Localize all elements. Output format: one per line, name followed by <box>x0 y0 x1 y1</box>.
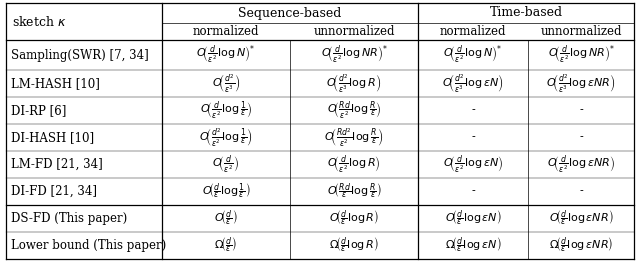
Text: -: - <box>471 106 475 116</box>
Text: $O\!\left(\frac{d}{\varepsilon}\log\varepsilon NR\right)$: $O\!\left(\frac{d}{\varepsilon}\log\vare… <box>548 209 613 228</box>
Text: $O\!\left(\frac{d}{\varepsilon}\right)$: $O\!\left(\frac{d}{\varepsilon}\right)$ <box>214 209 238 228</box>
Text: DI-RP [6]: DI-RP [6] <box>11 104 67 117</box>
Text: Sequence-based: Sequence-based <box>238 6 342 19</box>
Text: Sampling(SWR) [7, 34]: Sampling(SWR) [7, 34] <box>11 48 148 61</box>
Text: $O\!\left(\frac{d^2}{\varepsilon^3}\log\varepsilon N\right)$: $O\!\left(\frac{d^2}{\varepsilon^3}\log\… <box>442 73 504 94</box>
Text: $O\!\left(\frac{d}{\varepsilon^2}\log\varepsilon NR\right)$: $O\!\left(\frac{d}{\varepsilon^2}\log\va… <box>547 153 615 176</box>
Text: $O\!\left(\frac{d}{\varepsilon^2}\log\frac{1}{\varepsilon}\right)$: $O\!\left(\frac{d}{\varepsilon^2}\log\fr… <box>200 99 252 122</box>
Text: unnormalized: unnormalized <box>540 25 621 38</box>
Text: LM-FD [21, 34]: LM-FD [21, 34] <box>11 158 103 171</box>
Text: DI-HASH [10]: DI-HASH [10] <box>11 131 94 144</box>
Text: $O\!\left(\frac{d}{\varepsilon^2}\log\varepsilon N\right)$: $O\!\left(\frac{d}{\varepsilon^2}\log\va… <box>443 153 503 176</box>
Text: Lower bound (This paper): Lower bound (This paper) <box>11 239 166 252</box>
Text: $O\!\left(\frac{Rd}{\varepsilon^2}\log\frac{R}{\varepsilon}\right)$: $O\!\left(\frac{Rd}{\varepsilon^2}\log\f… <box>326 99 381 122</box>
Text: $\Omega\!\left(\frac{d}{\varepsilon}\log\varepsilon NR\right)$: $\Omega\!\left(\frac{d}{\varepsilon}\log… <box>549 236 613 255</box>
Text: $O\!\left(\frac{d}{\varepsilon}\log\frac{1}{\varepsilon}\right)$: $O\!\left(\frac{d}{\varepsilon}\log\frac… <box>202 182 250 201</box>
Text: -: - <box>579 132 583 142</box>
Text: LM-HASH [10]: LM-HASH [10] <box>11 77 100 90</box>
Text: $O\!\left(\frac{d^2}{\varepsilon^3}\log\varepsilon NR\right)$: $O\!\left(\frac{d^2}{\varepsilon^3}\log\… <box>547 73 616 94</box>
Text: $\Omega\!\left(\frac{d}{\varepsilon}\log R\right)$: $\Omega\!\left(\frac{d}{\varepsilon}\log… <box>329 236 379 255</box>
Text: -: - <box>579 186 583 196</box>
Text: $O\!\left(\frac{d^2}{\varepsilon^3}\right)$: $O\!\left(\frac{d^2}{\varepsilon^3}\righ… <box>212 73 241 94</box>
Text: DS-FD (This paper): DS-FD (This paper) <box>11 212 127 225</box>
Text: $O\!\left(\frac{d^2}{\varepsilon^2}\log\frac{1}{\varepsilon}\right)$: $O\!\left(\frac{d^2}{\varepsilon^2}\log\… <box>199 127 253 148</box>
Text: -: - <box>471 186 475 196</box>
Text: $O\!\left(\frac{d}{\varepsilon^2}\log NR\right)^{\!*}$: $O\!\left(\frac{d}{\varepsilon^2}\log NR… <box>548 44 614 66</box>
Text: normalized: normalized <box>193 25 259 38</box>
Text: $O\!\left(\frac{d}{\varepsilon}\log\varepsilon N\right)$: $O\!\left(\frac{d}{\varepsilon}\log\vare… <box>445 209 501 228</box>
Text: $\Omega\!\left(\frac{d}{\varepsilon}\log\varepsilon N\right)$: $\Omega\!\left(\frac{d}{\varepsilon}\log… <box>445 236 501 255</box>
Text: -: - <box>579 106 583 116</box>
Text: sketch $\kappa$: sketch $\kappa$ <box>12 14 67 29</box>
Text: $O\!\left(\frac{d}{\varepsilon^2}\log N\right)^{\!*}$: $O\!\left(\frac{d}{\varepsilon^2}\log N\… <box>444 44 502 66</box>
Text: $O\!\left(\frac{d}{\varepsilon}\log R\right)$: $O\!\left(\frac{d}{\varepsilon}\log R\ri… <box>329 209 379 228</box>
Text: $O\!\left(\frac{d^2}{\varepsilon^3}\log R\right)$: $O\!\left(\frac{d^2}{\varepsilon^3}\log … <box>326 73 381 94</box>
Text: -: - <box>471 132 475 142</box>
Text: $\Omega\!\left(\frac{d}{\varepsilon}\right)$: $\Omega\!\left(\frac{d}{\varepsilon}\rig… <box>214 236 237 255</box>
Text: $O\!\left(\frac{d}{\varepsilon^2}\log R\right)$: $O\!\left(\frac{d}{\varepsilon^2}\log R\… <box>327 153 381 176</box>
Text: DI-FD [21, 34]: DI-FD [21, 34] <box>11 185 97 198</box>
Text: $O\!\left(\frac{d}{\varepsilon^2}\right)$: $O\!\left(\frac{d}{\varepsilon^2}\right)… <box>212 153 239 176</box>
Text: unnormalized: unnormalized <box>313 25 395 38</box>
Text: Time-based: Time-based <box>490 6 563 19</box>
Text: normalized: normalized <box>440 25 506 38</box>
Text: $O\!\left(\frac{Rd^2}{\varepsilon^2}\log\frac{R}{\varepsilon}\right)$: $O\!\left(\frac{Rd^2}{\varepsilon^2}\log… <box>324 127 384 148</box>
Text: $O\!\left(\frac{d}{\varepsilon^2}\log NR\right)^{\!*}$: $O\!\left(\frac{d}{\varepsilon^2}\log NR… <box>321 44 387 66</box>
Text: $O\!\left(\frac{d}{\varepsilon^2}\log N\right)^{\!*}$: $O\!\left(\frac{d}{\varepsilon^2}\log N\… <box>196 44 255 66</box>
Text: $O\!\left(\frac{Rd}{\varepsilon}\log\frac{R}{\varepsilon}\right)$: $O\!\left(\frac{Rd}{\varepsilon}\log\fra… <box>326 182 381 201</box>
